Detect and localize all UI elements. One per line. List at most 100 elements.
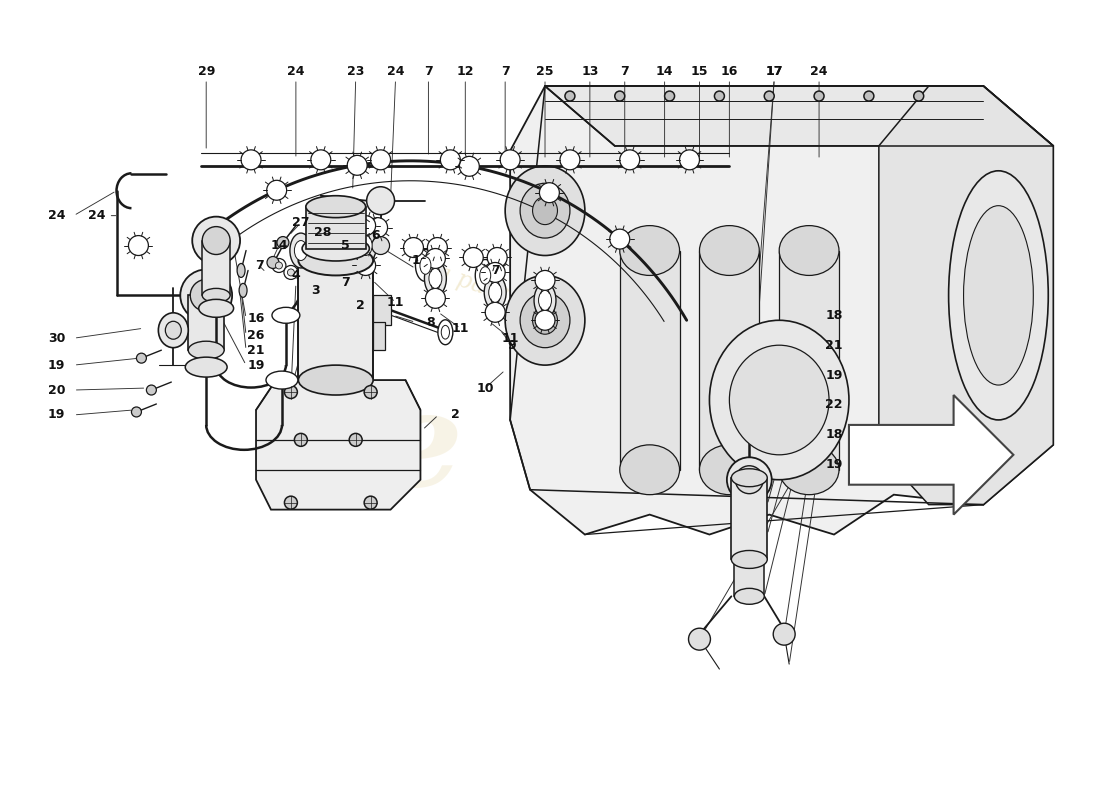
Ellipse shape xyxy=(199,299,233,318)
Ellipse shape xyxy=(136,353,146,363)
Ellipse shape xyxy=(735,588,764,604)
Ellipse shape xyxy=(239,283,248,298)
Text: 19: 19 xyxy=(48,409,65,422)
Polygon shape xyxy=(619,250,680,470)
Text: 11: 11 xyxy=(387,296,405,309)
Bar xyxy=(202,241,230,295)
Circle shape xyxy=(349,434,362,446)
Ellipse shape xyxy=(267,257,279,269)
Bar xyxy=(373,295,392,326)
Ellipse shape xyxy=(146,385,156,395)
Ellipse shape xyxy=(132,407,142,417)
Polygon shape xyxy=(779,250,839,470)
Text: 12: 12 xyxy=(456,65,474,78)
Circle shape xyxy=(714,91,725,101)
Ellipse shape xyxy=(488,282,502,302)
Text: 7: 7 xyxy=(424,65,432,78)
Circle shape xyxy=(764,91,774,101)
Ellipse shape xyxy=(484,275,506,310)
Text: 19: 19 xyxy=(248,358,265,372)
Text: 28: 28 xyxy=(315,226,331,239)
Text: e: e xyxy=(378,386,462,514)
Ellipse shape xyxy=(272,307,300,323)
Ellipse shape xyxy=(779,445,839,494)
Text: 30: 30 xyxy=(48,332,65,345)
Circle shape xyxy=(485,302,505,322)
Circle shape xyxy=(539,182,560,202)
Text: 11: 11 xyxy=(452,322,469,334)
Text: 13: 13 xyxy=(581,65,598,78)
Circle shape xyxy=(814,91,824,101)
Ellipse shape xyxy=(729,345,829,455)
Ellipse shape xyxy=(360,237,371,254)
Ellipse shape xyxy=(420,257,431,274)
Bar xyxy=(735,558,764,596)
Text: 3: 3 xyxy=(311,284,320,297)
Ellipse shape xyxy=(779,226,839,275)
Ellipse shape xyxy=(732,550,767,569)
Circle shape xyxy=(295,434,307,446)
Ellipse shape xyxy=(619,226,680,275)
Bar xyxy=(306,206,365,249)
Ellipse shape xyxy=(736,466,763,494)
Text: 25: 25 xyxy=(537,65,553,78)
Circle shape xyxy=(485,262,505,282)
Circle shape xyxy=(285,386,297,398)
Ellipse shape xyxy=(190,279,222,311)
Ellipse shape xyxy=(355,230,375,262)
Ellipse shape xyxy=(354,228,376,263)
Ellipse shape xyxy=(302,236,370,261)
Text: 2: 2 xyxy=(451,409,460,422)
Text: 10: 10 xyxy=(476,382,494,394)
Ellipse shape xyxy=(520,183,570,238)
Ellipse shape xyxy=(298,365,373,395)
Ellipse shape xyxy=(732,469,767,486)
Ellipse shape xyxy=(238,263,245,278)
Ellipse shape xyxy=(202,226,230,254)
Ellipse shape xyxy=(185,357,227,377)
Ellipse shape xyxy=(272,258,286,273)
Circle shape xyxy=(615,91,625,101)
Text: 27: 27 xyxy=(293,216,309,229)
Ellipse shape xyxy=(429,269,442,288)
Text: 14: 14 xyxy=(271,239,288,252)
Ellipse shape xyxy=(284,266,298,279)
Text: 20: 20 xyxy=(48,383,66,397)
Circle shape xyxy=(565,91,575,101)
Ellipse shape xyxy=(192,217,240,265)
Text: 24: 24 xyxy=(811,65,828,78)
Text: 7: 7 xyxy=(254,259,263,272)
Circle shape xyxy=(404,238,424,258)
Ellipse shape xyxy=(700,226,759,275)
Circle shape xyxy=(343,218,364,238)
Ellipse shape xyxy=(441,326,450,339)
Text: 4: 4 xyxy=(292,269,300,282)
Ellipse shape xyxy=(700,445,759,494)
Circle shape xyxy=(619,150,640,170)
Text: 2: 2 xyxy=(356,299,365,312)
Text: 14: 14 xyxy=(656,65,673,78)
Ellipse shape xyxy=(298,246,373,275)
Ellipse shape xyxy=(948,170,1048,420)
Circle shape xyxy=(364,386,377,398)
Circle shape xyxy=(500,150,520,170)
Circle shape xyxy=(355,216,375,235)
Text: 16: 16 xyxy=(720,65,738,78)
Circle shape xyxy=(129,235,149,255)
Text: 21: 21 xyxy=(825,338,843,352)
Text: since 1985: since 1985 xyxy=(536,325,704,406)
Ellipse shape xyxy=(689,628,711,650)
Ellipse shape xyxy=(416,250,436,282)
Ellipse shape xyxy=(532,197,558,225)
Ellipse shape xyxy=(188,342,224,359)
Circle shape xyxy=(487,247,507,267)
Circle shape xyxy=(560,150,580,170)
Text: 18: 18 xyxy=(825,309,843,322)
Ellipse shape xyxy=(539,290,551,310)
Circle shape xyxy=(460,156,480,176)
Bar xyxy=(373,322,385,350)
Ellipse shape xyxy=(964,206,1033,385)
Text: 29: 29 xyxy=(198,65,214,78)
Circle shape xyxy=(367,218,387,238)
Text: 19: 19 xyxy=(825,369,843,382)
